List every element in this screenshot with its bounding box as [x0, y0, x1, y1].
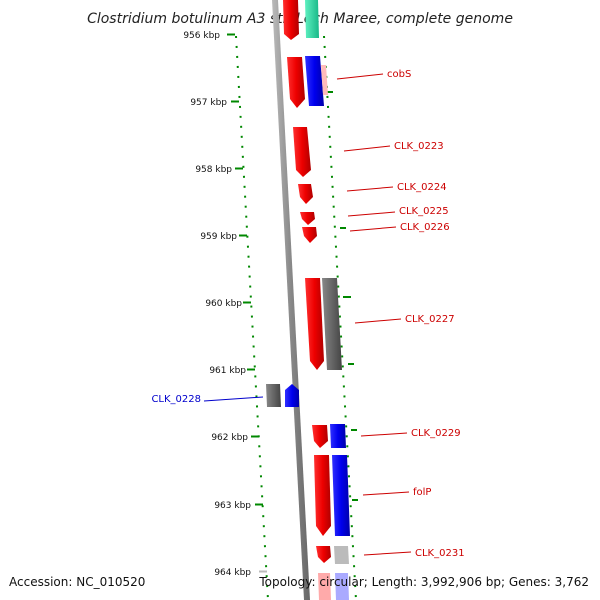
tick-group-956: 956 kbp	[183, 31, 235, 41]
tick-label: 960 kbp	[205, 299, 242, 309]
tick-label: 957 kbp	[190, 98, 227, 108]
gene-arrow-CLK_0228-other	[266, 384, 281, 407]
gene-arrow-CLK_0225	[300, 212, 315, 225]
gene-arrow-cobS-cds	[305, 56, 324, 106]
gene-arrow-cobS	[287, 57, 305, 108]
gene-label-CLK_0228[interactable]: CLK_0228	[151, 394, 201, 405]
label-CLK_0229[interactable]: CLK_0229	[360, 428, 461, 439]
gene-arrow-bottom-blue	[335, 573, 349, 600]
gene-label-CLK_0225[interactable]: CLK_0225	[399, 206, 449, 217]
gene-label-CLK_0227[interactable]: CLK_0227	[405, 314, 455, 325]
accession-text: Accession: NC_010520	[9, 575, 145, 589]
topology-text: Topology: circular; Length: 3,992,906 bp…	[258, 575, 589, 589]
gene-arrow-folP	[314, 455, 331, 536]
gene-label-CLK_0229[interactable]: CLK_0229	[411, 428, 461, 439]
tick-group-959: 959 kbp	[200, 232, 247, 242]
gene-arrow-CLK_0231	[316, 546, 331, 563]
tick-label: 959 kbp	[200, 232, 237, 242]
gene-label-folP[interactable]: folP	[413, 487, 431, 498]
tick-label: 964 kbp	[214, 568, 251, 578]
tick-label: 956 kbp	[183, 31, 220, 41]
label-CLK_0227[interactable]: CLK_0227	[354, 314, 455, 325]
gene-arrow-top-red	[283, 0, 299, 40]
outer-dotted-ring	[323, 35, 357, 600]
tick-label: 958 kbp	[195, 165, 232, 175]
tick-group-961: 961 kbp	[209, 366, 255, 376]
gene-arrow-CLK_0227	[305, 278, 324, 370]
label-CLK_0224[interactable]: CLK_0224	[346, 182, 447, 193]
gene-arrow-cobS-tail	[321, 65, 328, 95]
outer-tick-marks	[327, 91, 358, 501]
gene-arrow-top-teal	[305, 0, 319, 38]
label-folP[interactable]: folP	[362, 487, 431, 498]
gene-arrow-CLK_0228	[285, 384, 299, 407]
gene-arrow-CLK_0227-other	[322, 278, 342, 370]
label-cobS[interactable]: cobS	[336, 69, 411, 80]
label-CLK_0223[interactable]: CLK_0223	[343, 141, 444, 152]
gene-arrow-CLK_0226	[302, 227, 317, 243]
label-CLK_0226[interactable]: CLK_0226	[349, 222, 450, 233]
tick-label: 961 kbp	[209, 366, 246, 376]
gene-arrow-folP-cds	[332, 455, 350, 536]
gene-label-CLK_0226[interactable]: CLK_0226	[400, 222, 450, 233]
gene-label-CLK_0231[interactable]: CLK_0231	[415, 548, 465, 559]
gene-label-cobS[interactable]: cobS	[387, 69, 411, 80]
gene-label-CLK_0224[interactable]: CLK_0224	[397, 182, 447, 193]
gene-arrow-CLK_0231-other	[334, 546, 349, 564]
tick-label: 962 kbp	[211, 433, 248, 443]
label-CLK_0225[interactable]: CLK_0225	[347, 206, 449, 217]
tick-group-963: 963 kbp	[214, 501, 263, 511]
tick-group-962: 962 kbp	[211, 433, 259, 443]
tick-group-957: 957 kbp	[190, 98, 239, 108]
gene-arrow-CLK_0229-cds	[330, 424, 346, 448]
tick-label: 963 kbp	[214, 501, 251, 511]
tick-group-960: 960 kbp	[205, 299, 251, 309]
label-CLK_0228[interactable]: CLK_0228	[151, 394, 264, 405]
label-CLK_0231[interactable]: CLK_0231	[363, 548, 465, 559]
map-title: Clostridium botulinum A3 str. Loch Maree…	[87, 11, 513, 27]
gene-label-CLK_0223[interactable]: CLK_0223	[394, 141, 444, 152]
tick-group-958: 958 kbp	[195, 165, 243, 175]
gene-arrow-bottom-red	[318, 573, 331, 600]
tick-group-964: 964 kbp	[214, 568, 267, 578]
gene-arrow-CLK_0223	[293, 127, 311, 177]
gene-arrow-CLK_0229	[312, 425, 328, 448]
gene-arrow-CLK_0224	[298, 184, 313, 204]
inner-dotted-ring	[235, 35, 269, 600]
genome-backbone	[272, 0, 310, 600]
